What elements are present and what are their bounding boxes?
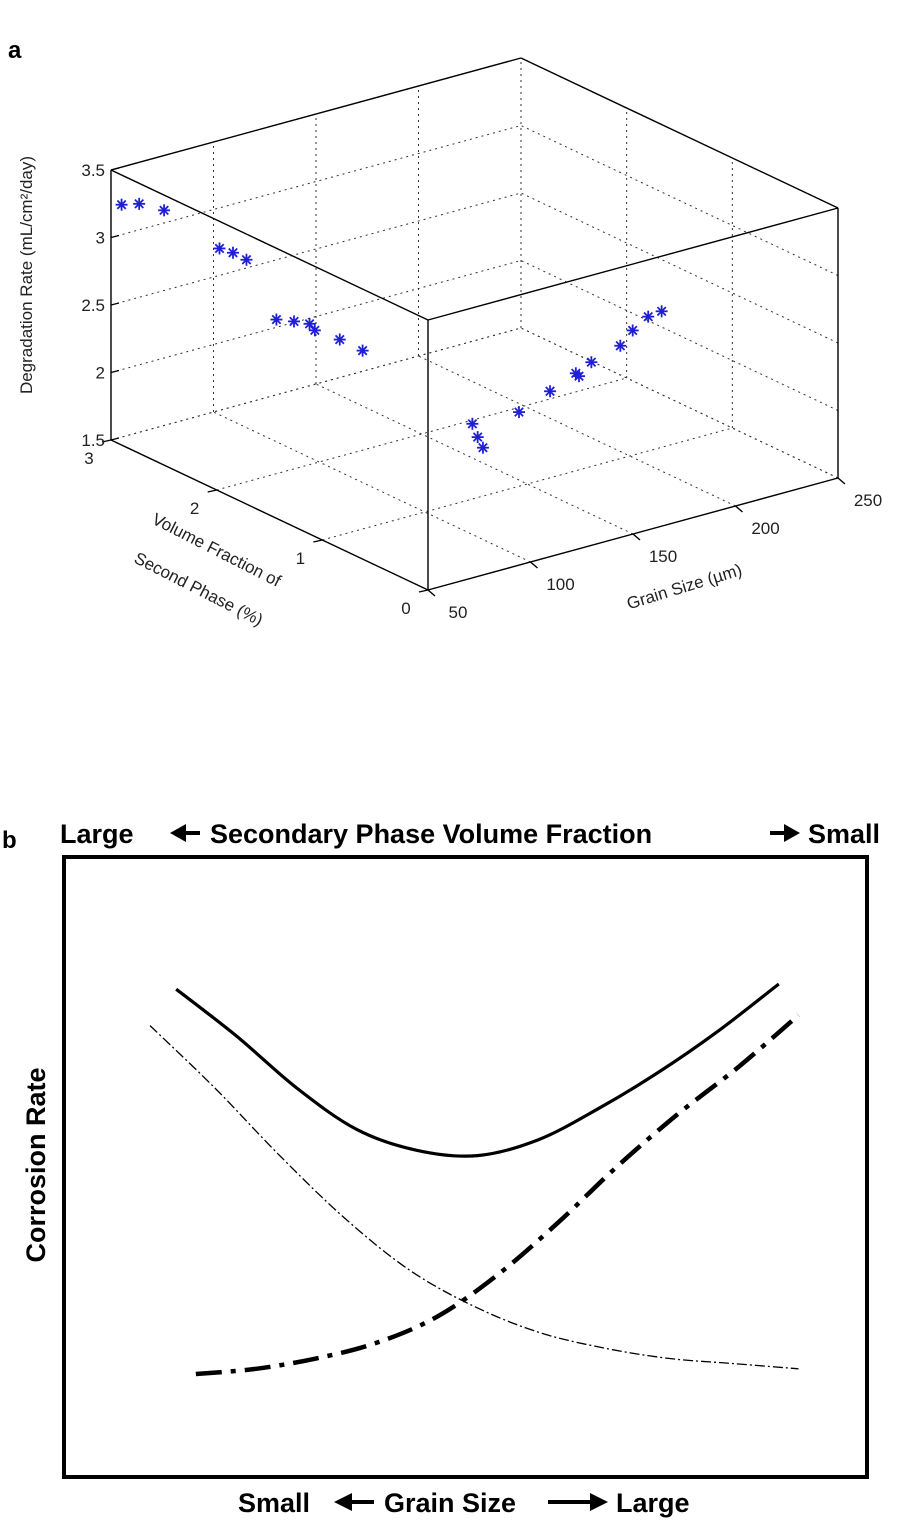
a-x-tick-label: 200 [751,519,779,538]
data-point [270,313,283,326]
a-floor-grid-y [216,377,627,491]
a-box-edge [520,57,839,209]
x-axis-label: Grain Size (µm) [625,560,745,613]
a-data-points [115,197,668,454]
a-x-tick-label: 100 [546,575,574,594]
a-x-tick-label: 250 [854,491,882,510]
data-point [356,344,369,357]
a-y-tick-label: 1 [296,549,305,568]
a-floor-grid-x [418,355,736,507]
data-point [476,441,489,454]
a-gridlines [110,57,839,591]
a-z-tick-label: 2.5 [81,296,105,315]
data-point [115,198,128,211]
bottom-left-arrow-icon [334,1493,374,1511]
top-label-center: Secondary Phase Volume Fraction [210,819,652,849]
a-floor-grid-y [322,427,733,541]
a-floor-grid-x [213,411,531,563]
a-y-tick-label: 2 [190,499,199,518]
top-right-arrow-icon [770,824,800,842]
a-z-tick-label: 3.5 [81,161,105,180]
z-axis-label: Degradation Rate (mL/cm²/day) [17,156,36,394]
a-y-tick-mark [418,589,429,593]
data-point [512,406,525,419]
a-box-edge [110,57,522,171]
a-x-tick-mark [632,533,641,541]
top-label-left: Large [60,819,134,849]
series-line-dash-dot [195,1013,800,1377]
data-point [585,356,598,369]
a-box-edges [101,57,846,597]
data-point [133,197,146,210]
a-z-tick-mark [110,234,120,239]
data-point [544,385,557,398]
a-x-tick-label: 50 [449,603,468,622]
data-point [471,431,484,444]
a-y-tick-mark [207,489,217,493]
data-point [466,417,479,430]
bottom-label-right: Large [616,1488,690,1518]
a-x-tick-mark [530,561,538,569]
a-y-tick-label: 3 [84,449,93,468]
top-left-arrow-icon [170,824,200,842]
a-y-tick-mark [101,439,112,443]
a-x-tick-label: 150 [649,547,677,566]
a-y-tick-label: 0 [401,599,410,618]
bottom-label-center: Grain Size [384,1488,516,1518]
a-z-tick-label: 2 [96,364,105,383]
a-box-edge [427,207,839,321]
data-point [308,324,321,337]
b-y-axis-label: Corrosion Rate [21,1067,51,1262]
a-z-tick-mark [110,167,120,171]
data-point [614,339,627,352]
top-label-right: Small [808,819,880,849]
b-plot-frame [62,855,869,1479]
data-point [642,310,655,323]
a-backwall-grid-z [110,192,522,306]
a-box-edge [110,169,429,321]
a-sidewall-grid-z [520,260,839,411]
a-z-tick-label: 3 [96,229,105,248]
a-z-tick-mark [110,369,120,374]
a-x-tick-mark [837,477,846,485]
a-box-edge [110,439,429,591]
data-point [213,242,226,255]
a-sidewall-grid-z [520,192,839,344]
data-point [226,246,239,259]
chart-b-schematic: b Large Secondary Phase Volume Fraction … [2,819,880,1518]
a-z-tick-label: 1.5 [81,431,105,450]
bottom-label-left: Small [238,1488,310,1518]
a-backwall-grid-z [110,260,522,373]
data-point [333,333,346,346]
b-series-lines [149,982,800,1377]
data-point [240,253,253,266]
a-x-tick-mark [735,505,743,513]
data-point [626,324,639,337]
data-point [158,204,171,217]
a-sidewall-grid-z [520,327,839,479]
panel-label-a: a [8,37,22,64]
data-point [655,305,668,318]
a-sidewall-grid-z [520,125,839,276]
bottom-right-arrow-icon [548,1493,608,1511]
a-backwall-grid-z [110,327,522,441]
a-z-tick-mark [110,302,120,306]
a-x-tick-mark [427,589,436,597]
series-line-dash-dot-thin [149,1025,799,1370]
data-point [573,370,586,383]
a-backwall-grid-z [110,125,522,238]
a-y-tick-mark [313,539,323,543]
series-line-solid [175,982,780,1158]
panel-label-b: b [2,827,17,854]
a-z-tick-mark [110,437,120,441]
a-floor-grid-x [315,383,634,535]
data-point [288,315,301,328]
